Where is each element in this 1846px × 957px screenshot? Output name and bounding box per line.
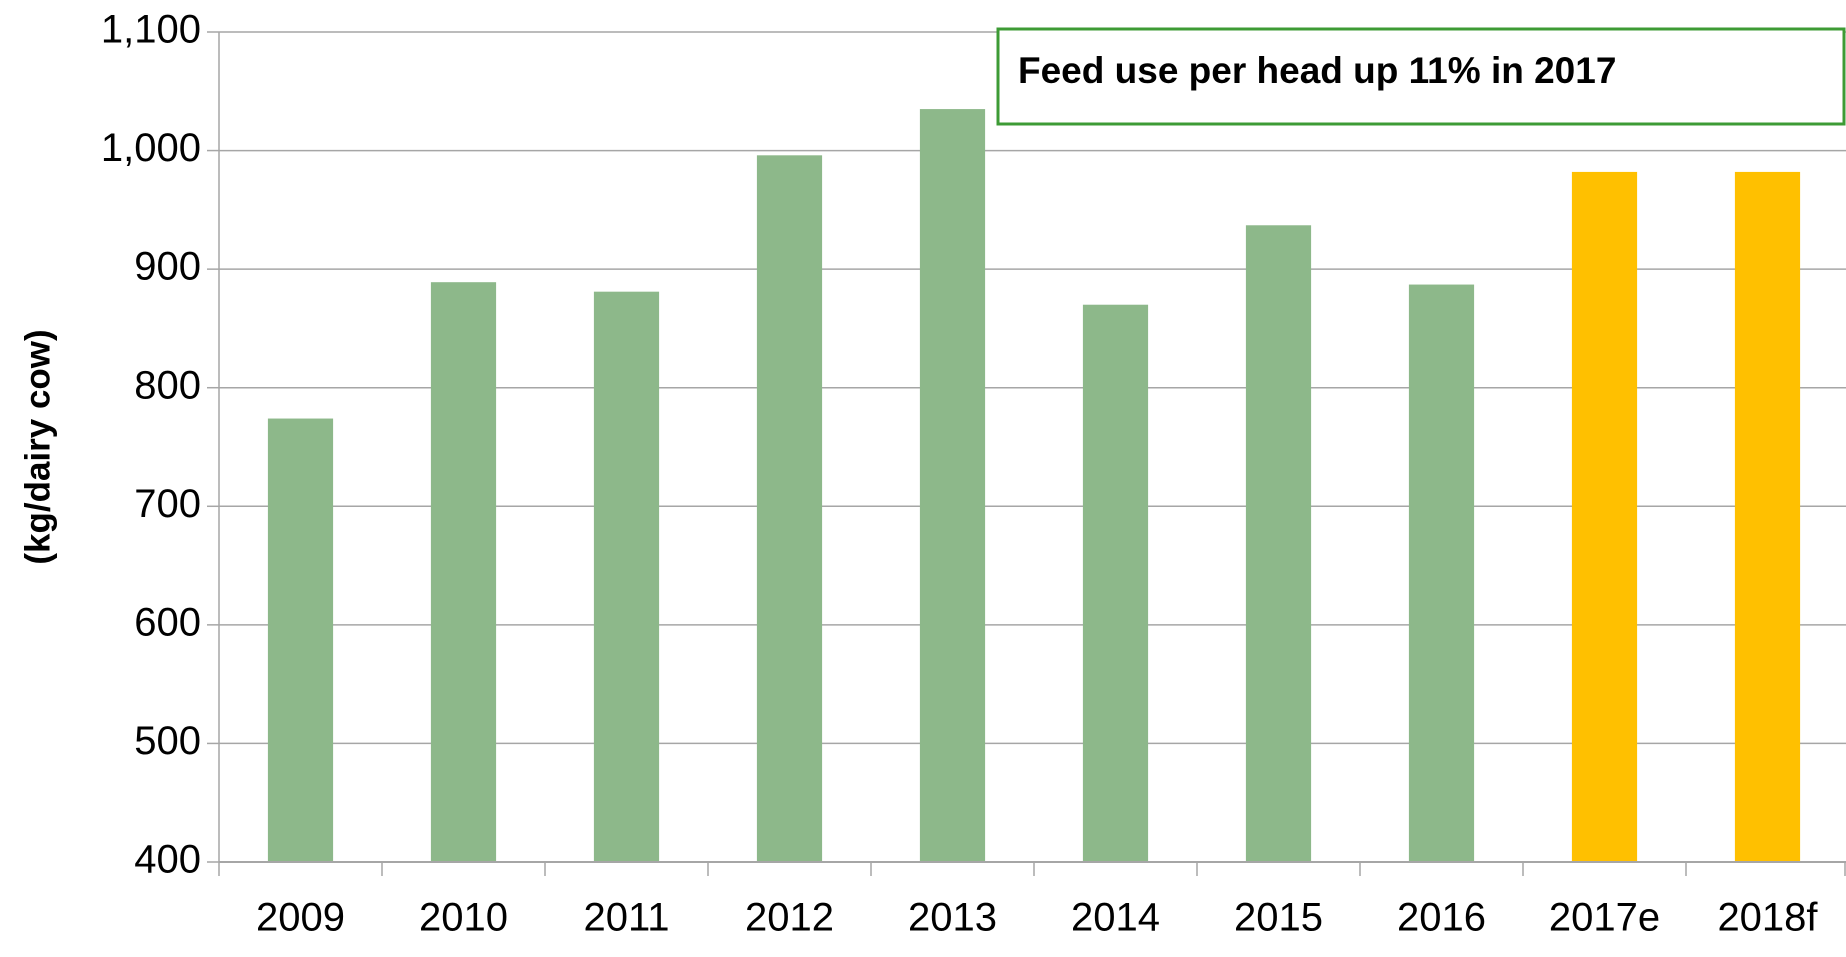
x-tick-label: 2011 [583, 896, 669, 940]
y-tick-label: 1,100 [101, 8, 201, 52]
bar [1082, 304, 1149, 862]
x-tick-label: 2012 [745, 896, 834, 940]
x-tick-label: 2009 [256, 896, 345, 940]
bar [593, 291, 660, 863]
x-tick-label: 2010 [419, 896, 508, 940]
x-tick-label: 2015 [1234, 896, 1323, 940]
y-axis-title: (kg/dairy cow) [18, 329, 57, 564]
y-tick-label: 400 [134, 838, 201, 882]
y-tick-label: 600 [134, 600, 201, 644]
y-tick-label: 700 [134, 482, 201, 526]
bar [267, 418, 334, 862]
bar [1571, 171, 1638, 862]
x-tick-label: 2018f [1717, 896, 1818, 940]
y-tick-label: 800 [134, 363, 201, 407]
bar [430, 282, 497, 863]
y-tick-label: 1,000 [101, 126, 201, 170]
x-tick-label: 2017e [1549, 896, 1660, 940]
bar [919, 109, 986, 863]
bar [1734, 171, 1801, 862]
x-tick-label: 2013 [908, 896, 997, 940]
y-tick-label: 900 [134, 245, 201, 289]
annotation: Feed use per head up 11% in 2017 [1018, 50, 1616, 91]
annotation-box [996, 27, 1846, 126]
x-tick-label: 2016 [1397, 896, 1486, 940]
bar [1408, 284, 1475, 862]
bar [1245, 225, 1312, 862]
x-tick-label: 2014 [1071, 896, 1160, 940]
bar [756, 155, 823, 863]
y-tick-label: 500 [134, 719, 201, 763]
